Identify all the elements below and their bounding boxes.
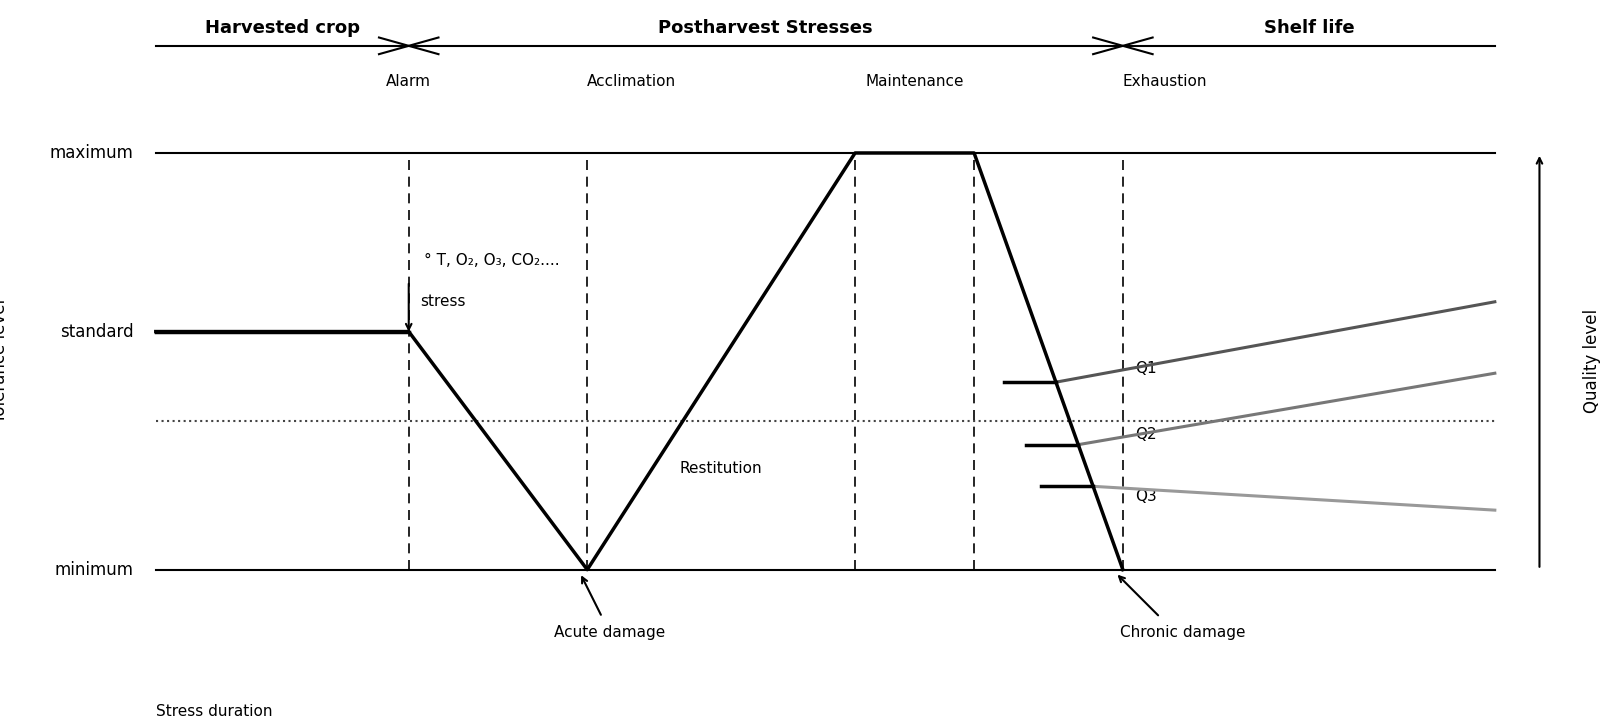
Text: Chronic damage: Chronic damage: [1119, 624, 1246, 640]
Text: stress: stress: [421, 294, 466, 309]
Text: Tolerance level: Tolerance level: [0, 299, 8, 423]
Text: Harvested crop: Harvested crop: [205, 19, 360, 37]
Text: maximum: maximum: [50, 144, 133, 162]
Text: ° T, O₂, O₃, CO₂....: ° T, O₂, O₃, CO₂....: [424, 253, 559, 268]
Text: Maintenance: Maintenance: [865, 74, 964, 89]
Text: Alarm: Alarm: [386, 74, 431, 89]
Text: Shelf life: Shelf life: [1263, 19, 1354, 37]
Text: Q1: Q1: [1135, 362, 1156, 376]
Text: minimum: minimum: [54, 560, 133, 579]
Text: standard: standard: [59, 322, 133, 340]
Text: Acute damage: Acute damage: [554, 624, 664, 640]
Text: Quality level: Quality level: [1582, 309, 1601, 413]
Text: Q3: Q3: [1135, 489, 1156, 505]
Text: Exhaustion: Exhaustion: [1122, 74, 1207, 89]
Text: Postharvest Stresses: Postharvest Stresses: [658, 19, 873, 37]
Text: Q2: Q2: [1135, 427, 1156, 441]
Text: Restitution: Restitution: [680, 461, 762, 476]
Text: Acclimation: Acclimation: [588, 74, 677, 89]
Text: Stress duration: Stress duration: [155, 703, 272, 719]
